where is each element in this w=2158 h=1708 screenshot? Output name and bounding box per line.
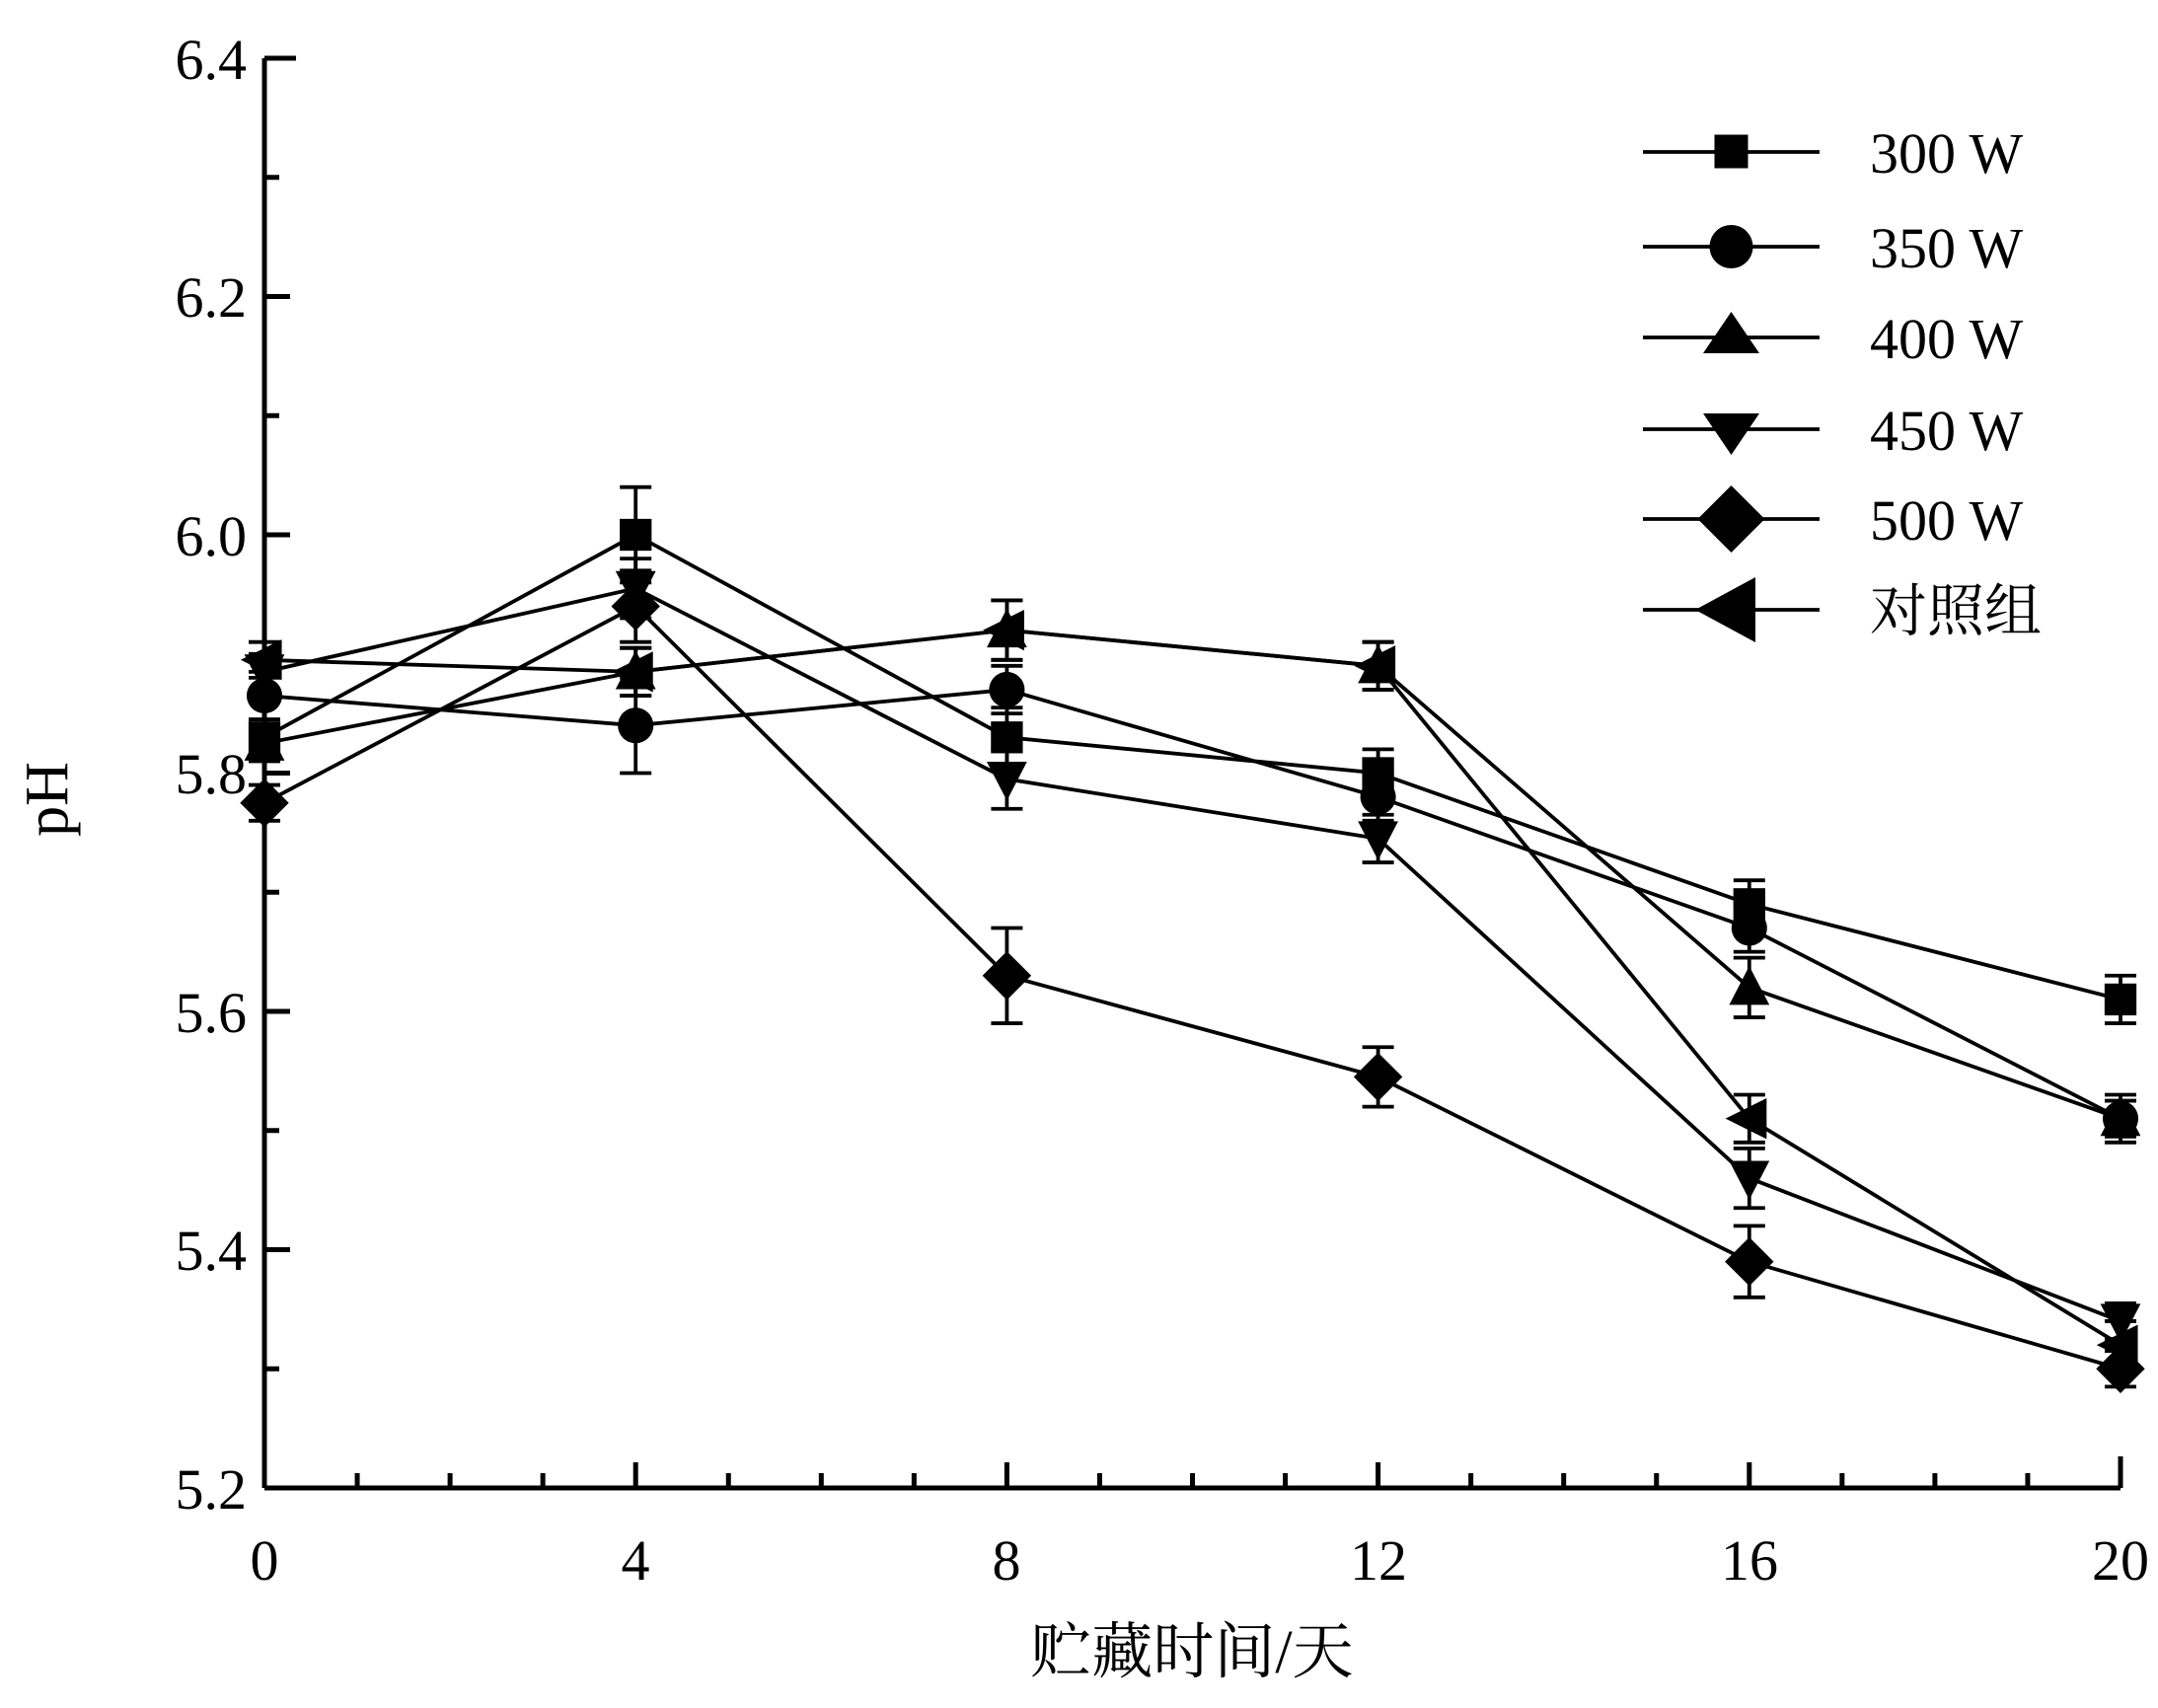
- svg-text:350 W: 350 W: [1870, 216, 2023, 280]
- svg-text:5.8: 5.8: [176, 742, 248, 806]
- svg-text:450 W: 450 W: [1870, 399, 2023, 463]
- svg-text:6.2: 6.2: [176, 265, 248, 330]
- svg-text:20: 20: [2092, 1528, 2149, 1593]
- svg-text:5.2: 5.2: [176, 1457, 248, 1522]
- svg-text:4: 4: [622, 1528, 650, 1593]
- svg-text:0: 0: [251, 1528, 279, 1593]
- svg-text:16: 16: [1721, 1528, 1778, 1593]
- svg-text:对照组: 对照组: [1870, 579, 2042, 643]
- svg-text:8: 8: [993, 1528, 1021, 1593]
- svg-text:500 W: 500 W: [1870, 488, 2023, 553]
- svg-text:5.6: 5.6: [176, 981, 248, 1045]
- svg-text:5.4: 5.4: [176, 1219, 248, 1283]
- svg-text:12: 12: [1350, 1528, 1407, 1593]
- svg-text:6.0: 6.0: [176, 504, 248, 568]
- svg-text:300 W: 300 W: [1870, 121, 2023, 186]
- svg-text:pH: pH: [14, 762, 81, 837]
- svg-text:6.4: 6.4: [176, 28, 248, 92]
- svg-text:贮藏时间/天: 贮藏时间/天: [1030, 1619, 1353, 1686]
- svg-text:400 W: 400 W: [1870, 307, 2023, 371]
